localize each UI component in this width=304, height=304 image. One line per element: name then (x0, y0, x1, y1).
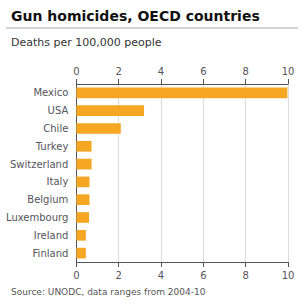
svg-text:Deaths per 100,000 people: Deaths per 100,000 people (11, 36, 162, 49)
svg-text:6: 6 (200, 66, 206, 77)
svg-text:2: 2 (115, 66, 121, 77)
svg-text:10: 10 (282, 270, 295, 281)
svg-text:Luxembourg: Luxembourg (6, 212, 68, 223)
svg-text:Source: UNODC, data ranges fro: Source: UNODC, data ranges from 2004-10 (11, 287, 206, 297)
svg-text:Turkey: Turkey (35, 141, 69, 152)
svg-text:6: 6 (200, 270, 206, 281)
svg-text:Gun homicides, OECD countries: Gun homicides, OECD countries (11, 8, 260, 24)
svg-text:Mexico: Mexico (33, 87, 68, 98)
svg-text:0: 0 (73, 66, 79, 77)
svg-text:Chile: Chile (43, 123, 68, 134)
svg-text:Switzerland: Switzerland (10, 159, 68, 170)
svg-text:Ireland: Ireland (34, 230, 69, 241)
svg-text:8: 8 (242, 270, 248, 281)
svg-text:0: 0 (73, 270, 79, 281)
svg-text:2: 2 (115, 270, 121, 281)
svg-text:Finland: Finland (33, 248, 69, 259)
svg-text:4: 4 (158, 66, 164, 77)
svg-text:Italy: Italy (47, 176, 69, 187)
svg-text:USA: USA (48, 105, 69, 116)
svg-text:4: 4 (158, 270, 164, 281)
svg-text:8: 8 (242, 66, 248, 77)
svg-text:10: 10 (282, 66, 295, 77)
svg-text:Belgium: Belgium (27, 194, 68, 205)
